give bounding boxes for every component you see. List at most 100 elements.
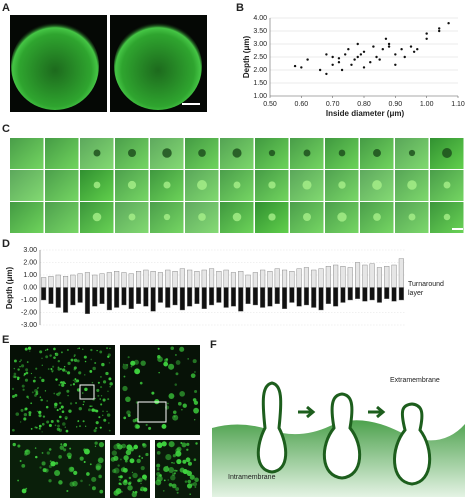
speck [42, 415, 46, 418]
speck [130, 365, 133, 368]
speck [189, 474, 195, 480]
speck [172, 410, 177, 415]
speck [57, 359, 60, 363]
speck [61, 381, 66, 385]
speck [176, 458, 182, 465]
bar [165, 287, 171, 308]
speck [194, 371, 196, 373]
bar [362, 264, 368, 288]
bar [252, 287, 258, 306]
speck [12, 428, 15, 432]
speck [28, 411, 32, 415]
bar [55, 274, 61, 288]
speck [46, 400, 48, 402]
bar [267, 271, 273, 288]
speck [25, 368, 29, 372]
bar [150, 271, 156, 288]
bar [391, 264, 397, 288]
speck [75, 426, 78, 428]
speck [175, 469, 178, 472]
speck [62, 422, 66, 426]
speck [68, 409, 72, 413]
speck [55, 461, 59, 465]
roi [79, 384, 95, 400]
point [353, 58, 356, 61]
speck [25, 487, 28, 490]
speck [102, 414, 104, 416]
point [438, 27, 441, 30]
speck [168, 393, 175, 399]
x-tick-label: 0.70 [326, 101, 340, 108]
bar [311, 269, 317, 288]
bar [362, 287, 368, 302]
point [416, 48, 419, 51]
bar [384, 266, 390, 288]
speck [170, 475, 176, 481]
speck [123, 455, 129, 461]
speck [132, 472, 138, 479]
speck [156, 442, 163, 449]
bar [347, 287, 353, 301]
speck [165, 454, 172, 461]
speck [89, 370, 93, 373]
cell [114, 22, 202, 110]
point [325, 72, 328, 76]
y-tick-label: 3.50 [253, 28, 267, 35]
speck [134, 424, 140, 429]
y-axis-label: Depth (μm) [5, 267, 14, 310]
x-axis-label: Inside diameter (μm) [326, 109, 405, 118]
speck [100, 386, 103, 389]
point [359, 53, 363, 56]
speck [92, 366, 96, 371]
speck [56, 393, 58, 395]
bar [267, 287, 273, 307]
speck [151, 391, 155, 395]
speck [120, 490, 123, 493]
speck [57, 367, 61, 371]
point [375, 55, 378, 59]
speck [163, 490, 165, 492]
speck [13, 372, 17, 376]
panel-label: E [2, 334, 9, 346]
speck [23, 374, 25, 377]
speck [144, 478, 147, 481]
cell [11, 22, 99, 110]
speck [13, 367, 16, 370]
bar [376, 287, 382, 303]
speck [186, 470, 192, 477]
speck [102, 398, 106, 402]
speck [65, 417, 68, 420]
speck [81, 348, 84, 350]
spot [337, 212, 347, 222]
speck [194, 477, 199, 483]
speck [30, 428, 33, 430]
speck [85, 425, 87, 427]
speck [140, 360, 146, 366]
bar [48, 287, 54, 304]
speck [89, 405, 92, 408]
speck [24, 378, 29, 382]
speck [58, 428, 63, 432]
speck [105, 371, 109, 376]
speck [55, 378, 58, 381]
bar [282, 269, 288, 288]
bar [260, 269, 266, 288]
speck [20, 408, 24, 412]
speck [138, 477, 143, 483]
spot [372, 180, 382, 190]
speck [41, 431, 43, 433]
speck [142, 443, 147, 448]
speck [60, 443, 63, 446]
speck [194, 419, 196, 421]
speck [83, 355, 87, 359]
speck [94, 441, 98, 445]
speck [50, 419, 54, 423]
y-tick-label: -1.00 [21, 297, 37, 304]
bar [77, 287, 83, 303]
speck [113, 490, 120, 496]
spot [373, 213, 381, 221]
speck [64, 426, 66, 428]
speck [91, 486, 96, 491]
speck [109, 382, 113, 386]
tile [10, 202, 44, 233]
